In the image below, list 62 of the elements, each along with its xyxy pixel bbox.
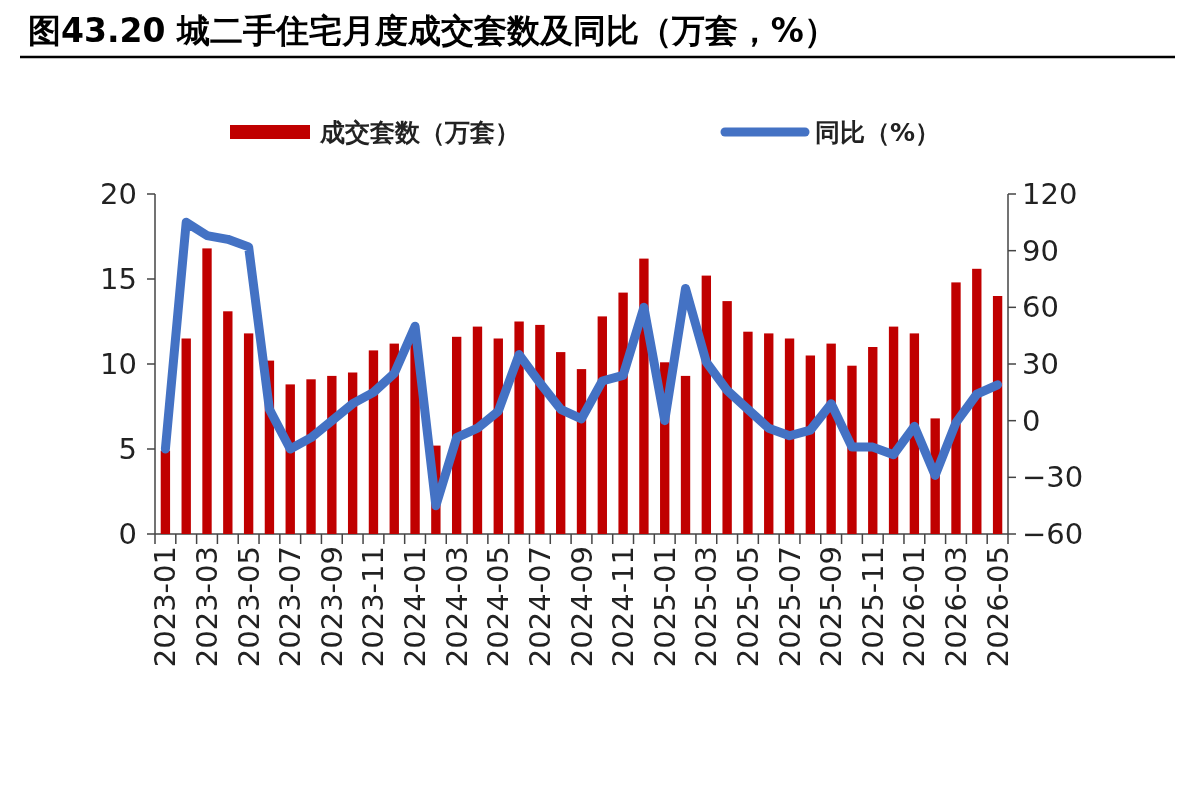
y2-tick-label: 120 xyxy=(1022,177,1078,211)
x-tick-label: 2026-05 xyxy=(980,546,1015,668)
bar xyxy=(743,331,753,534)
y2-tick-label: 30 xyxy=(1022,347,1059,381)
bar xyxy=(868,347,878,534)
bar xyxy=(514,321,524,534)
y-tick-label: 20 xyxy=(100,177,137,211)
bar xyxy=(306,379,316,534)
x-tick-label: 2024-09 xyxy=(564,546,599,668)
x-tick-label: 2023-05 xyxy=(231,546,266,668)
x-tick-label: 2025-11 xyxy=(855,546,890,668)
bar xyxy=(951,282,961,534)
x-tick-label: 2026-03 xyxy=(938,546,973,668)
y-tick-label: 5 xyxy=(118,432,137,466)
x-tick-label: 2025-05 xyxy=(730,546,765,668)
bar xyxy=(764,333,774,534)
x-tick-label: 2024-11 xyxy=(606,546,641,668)
legend-label: 成交套数（万套） xyxy=(319,118,520,147)
bar xyxy=(722,301,732,534)
bar xyxy=(680,375,691,534)
bar xyxy=(160,450,171,534)
x-tick-label: 2023-03 xyxy=(190,546,225,668)
bar xyxy=(784,338,795,534)
bar xyxy=(535,324,545,534)
y2-tick-label: 0 xyxy=(1022,403,1041,438)
x-tick-label: 2025-07 xyxy=(772,546,807,668)
x-tick-label: 2025-03 xyxy=(689,546,724,668)
x-tick-label: 2026-01 xyxy=(897,546,932,668)
x-tick-label: 2023-01 xyxy=(148,546,183,668)
bar xyxy=(847,365,857,534)
x-tick-label: 2023-07 xyxy=(273,546,308,668)
y2-tick-label: 60 xyxy=(1022,290,1059,325)
bar xyxy=(223,311,233,534)
x-tick-label: 2023-11 xyxy=(356,546,391,668)
bar xyxy=(888,326,899,534)
x-tick-label: 2024-07 xyxy=(522,546,557,668)
y-tick-label: 10 xyxy=(100,347,137,381)
bar xyxy=(202,248,212,534)
x-tick-label: 2023-09 xyxy=(314,546,349,668)
bar xyxy=(826,343,836,534)
x-tick-label: 2025-01 xyxy=(647,546,682,668)
bar xyxy=(327,375,337,534)
bar xyxy=(181,338,191,534)
y2-tick-label: −60 xyxy=(1022,517,1084,551)
bar xyxy=(972,268,982,534)
y-tick-label: 0 xyxy=(118,517,137,551)
bar xyxy=(597,316,607,534)
x-tick-label: 2024-05 xyxy=(481,546,516,668)
y-tick-label: 15 xyxy=(100,262,137,296)
x-tick-label: 2025-09 xyxy=(814,546,849,668)
bar xyxy=(618,292,628,534)
bar xyxy=(556,352,566,534)
bar xyxy=(992,296,1003,534)
x-tick-label: 2024-01 xyxy=(398,546,433,668)
chart-title: 图43.20 城二手住宅月度成交套数及同比（万套，%） xyxy=(28,11,837,50)
x-tick-label: 2024-03 xyxy=(439,546,474,668)
legend-label: 同比（%） xyxy=(815,118,941,147)
bar xyxy=(472,326,483,534)
y2-tick-label: −30 xyxy=(1022,460,1084,495)
bar xyxy=(243,333,254,534)
bar xyxy=(368,350,379,534)
y2-tick-label: 90 xyxy=(1022,233,1059,268)
